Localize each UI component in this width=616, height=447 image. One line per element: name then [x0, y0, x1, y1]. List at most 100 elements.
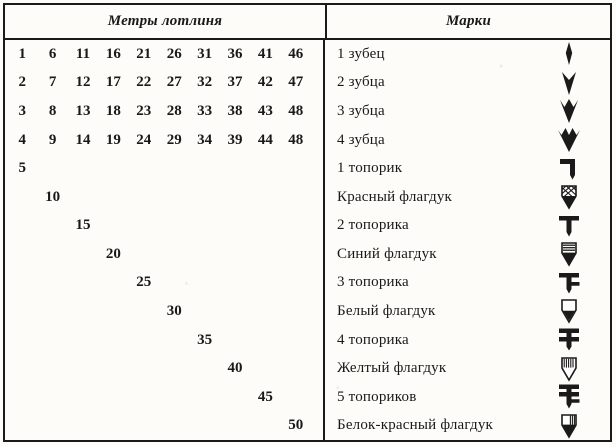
mark-cell: 4 зубца	[325, 126, 610, 155]
table-row: 40 Желтый флагдук	[5, 354, 610, 383]
meter-cell: 45	[257, 388, 273, 405]
toporik-2-icon	[554, 212, 584, 240]
meter-cell: 20	[105, 245, 121, 262]
meters-cells: 5	[5, 154, 325, 183]
meter-cell: 43	[257, 102, 273, 119]
marks-header-label: Марки	[445, 13, 492, 29]
meter-cell: 48	[288, 102, 304, 119]
toporik-1-icon	[554, 155, 584, 183]
meter-cell: 13	[75, 102, 91, 119]
meter-cell: 46	[288, 45, 304, 62]
meter-cell: 33	[197, 102, 213, 119]
meter-cell: 35	[197, 331, 213, 348]
meter-cell: 14	[75, 131, 91, 148]
table-row: 5 1 топорик	[5, 154, 610, 183]
mark-cell: Белый флагдук	[325, 297, 610, 326]
meter-cell: 32	[197, 74, 213, 91]
meter-cell: 3	[18, 102, 26, 119]
meter-cell: 37	[227, 74, 243, 91]
meter-cell: 39	[227, 131, 243, 148]
mark-cell: Синий флагдук	[325, 240, 610, 269]
meters-cells: 25	[5, 268, 325, 298]
meter-cell: 29	[166, 131, 182, 148]
mark-cell: 5 топориков	[325, 383, 610, 412]
table-row: 15 2 топорика	[5, 211, 610, 241]
meter-cell: 38	[227, 102, 243, 119]
meter-cell: 23	[136, 102, 152, 119]
mark-label: 1 топорик	[337, 160, 403, 177]
mark-cell: Красный флагдук	[325, 183, 610, 212]
meters-cells: 45	[5, 382, 325, 412]
header-cell-marks: Марки	[327, 5, 610, 38]
meters-cells: 30	[5, 297, 325, 326]
meter-cell: 47	[288, 74, 304, 91]
meter-cell: 1	[18, 45, 26, 62]
meter-cell: 6	[48, 45, 57, 62]
mark-label: Синий флагдук	[337, 245, 437, 262]
mark-cell: 4 топорика	[325, 326, 610, 355]
mark-label: 5 топориков	[337, 388, 417, 405]
zubets-4-icon	[554, 126, 584, 154]
table-row: 35 4 топорика	[5, 325, 610, 355]
meter-cell: 50	[288, 417, 304, 434]
table-header: Метры лотлиня Марки	[5, 5, 610, 40]
flag-white-icon	[554, 297, 584, 325]
meter-cell: 36	[227, 45, 243, 62]
meter-cell: 44	[257, 131, 273, 148]
meter-cell: 15	[75, 217, 91, 234]
meter-cell: 2	[18, 74, 26, 91]
header-cell-meters: Метры лотлиня	[5, 5, 327, 38]
table-row: 10 Красный флагдук	[5, 182, 610, 212]
mark-label: Желтый флагдук	[337, 360, 447, 377]
flag-red-icon	[554, 183, 584, 211]
meter-cell: 28	[166, 102, 182, 119]
mark-label: 3 топорика	[337, 274, 409, 291]
table-row: 4 9 14 19 24 29 34 39 44 48 4 зубца	[5, 125, 610, 155]
mark-label: 1 зубец	[337, 45, 385, 62]
meter-cell: 26	[166, 45, 182, 62]
meters-cells: 4 9 14 19 24 29 34 39 44 48	[5, 125, 325, 155]
mark-cell: 1 зубец	[325, 40, 610, 69]
meter-cell: 42	[257, 74, 273, 91]
meter-cell: 40	[227, 360, 243, 377]
table-row: 45 5 топориков	[5, 382, 610, 412]
zubets-3-icon	[554, 97, 584, 125]
toporik-3-icon	[554, 269, 584, 297]
flag-yellow-icon	[554, 355, 584, 383]
table-row: 1 6 11 16 21 26 31 36 41 46 1 зубец	[5, 40, 610, 69]
meters-cells: 50	[5, 411, 325, 441]
mark-cell: 1 топорик	[325, 154, 610, 183]
meter-cell: 17	[105, 74, 121, 91]
zubets-2-icon	[554, 69, 584, 97]
mark-label: Красный флагдук	[337, 188, 453, 205]
meter-cell: 34	[197, 131, 213, 148]
meters-cells: 2 7 12 17 22 27 32 37 42 47	[5, 68, 325, 98]
meters-cells: 15	[5, 211, 325, 241]
table-row: 50 Белок-красный флагдук	[5, 411, 610, 441]
mark-label: 2 топорика	[337, 217, 409, 234]
meter-cell: 16	[105, 45, 121, 62]
meters-header-label: Метры лотлиня	[107, 13, 223, 29]
meter-cell: 5	[18, 160, 26, 177]
table-row: 20 Синий флагдук	[5, 240, 610, 269]
meter-cell: 8	[48, 102, 57, 119]
meter-cell: 24	[136, 131, 152, 148]
meter-cell: 12	[75, 74, 91, 91]
meter-cell: 4	[18, 131, 26, 148]
meter-cell: 18	[105, 102, 121, 119]
mark-cell: Белок-красный флагдук	[325, 412, 610, 441]
flag-white-red-icon	[554, 412, 584, 440]
meter-cell: 41	[257, 45, 273, 62]
meter-cell: 9	[48, 131, 57, 148]
mark-cell: 2 зубца	[325, 69, 610, 98]
mark-label: 3 зубца	[337, 102, 385, 119]
table-row: 3 8 13 18 23 28 33 38 43 48 3 зубца	[5, 97, 610, 126]
mark-label: 2 зубца	[337, 74, 385, 91]
meter-cell: 31	[197, 45, 213, 62]
meter-cell: 30	[166, 302, 182, 319]
table-row: 25 3 топорика	[5, 268, 610, 298]
flag-blue-icon	[554, 240, 584, 268]
zubets-1-icon	[554, 40, 584, 68]
table-row: 2 7 12 17 22 27 32 37 42 47 2 зубца	[5, 68, 610, 98]
